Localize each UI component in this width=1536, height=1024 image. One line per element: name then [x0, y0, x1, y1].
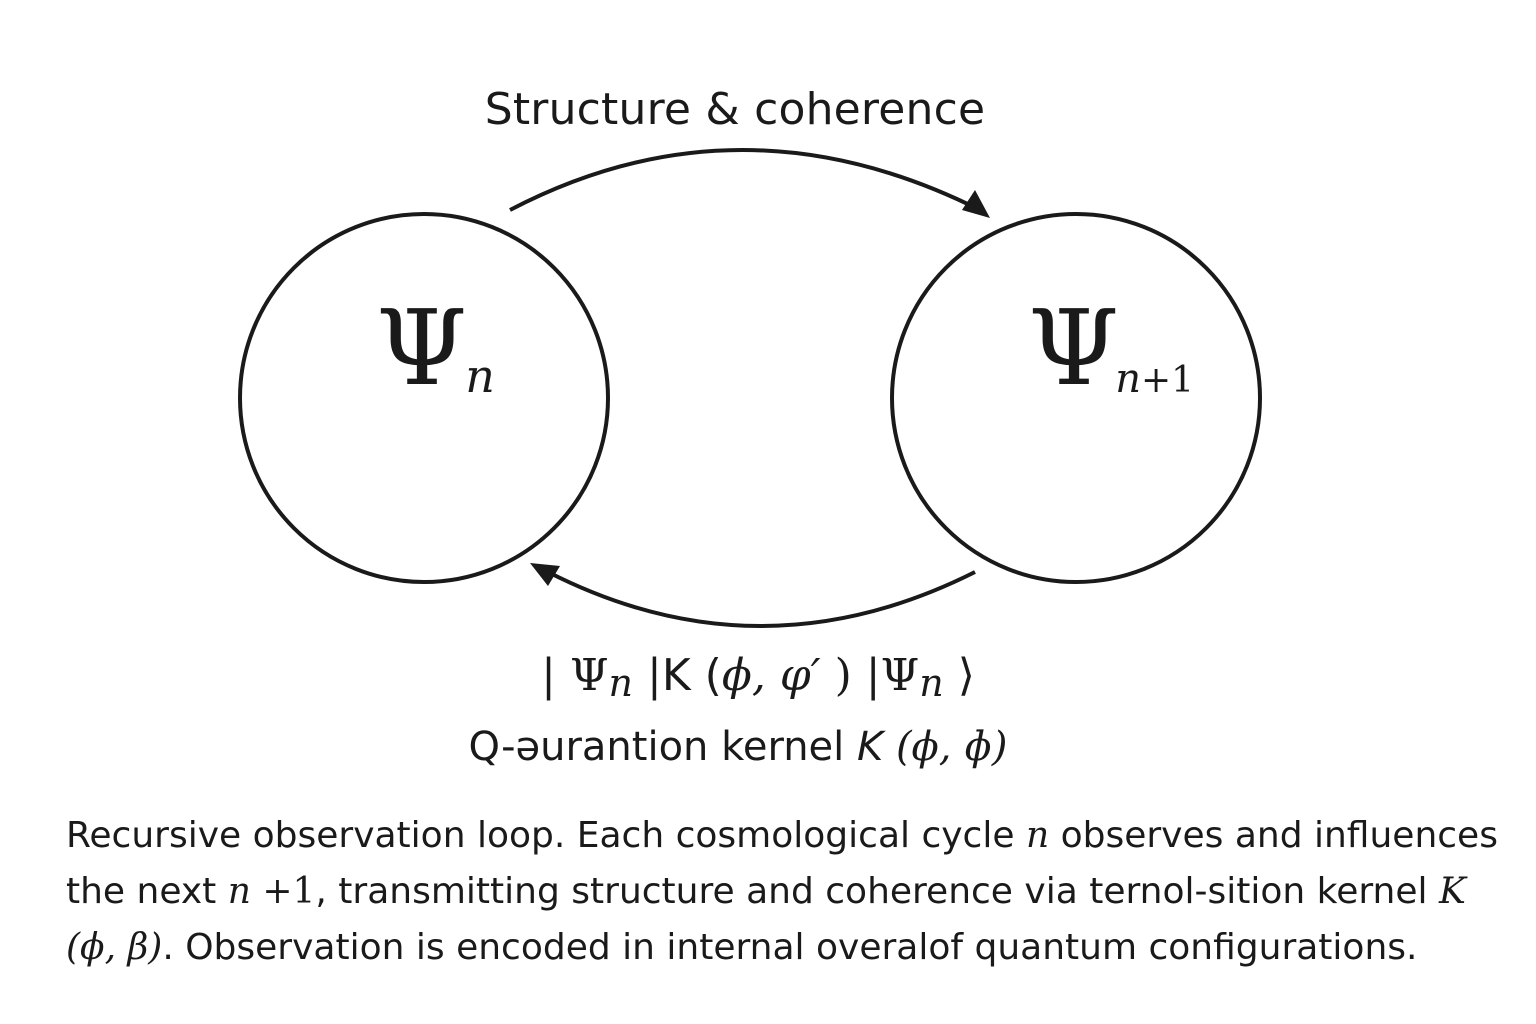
formula-n-1: n — [608, 661, 634, 705]
formula-k-close: ) — [834, 650, 852, 701]
caption-var-n-1: n — [1025, 815, 1050, 856]
bottom-formula: | Ψn |K (ϕ, φ′ ) |Ψn ⟩ — [0, 650, 1516, 705]
bottom-arrowhead — [530, 563, 560, 586]
formula-bar-1: | — [541, 650, 556, 701]
formula-psi-1: Ψ — [569, 650, 609, 701]
subscript-right-rest: +1 — [1140, 360, 1195, 401]
top-arrowhead — [962, 190, 990, 218]
kernel-caption: Q-əurantion kernel K (ϕ, ɸ) — [0, 724, 1476, 770]
top-arrow-label: Structure & coherence — [484, 84, 986, 135]
formula-n-2: n — [919, 661, 944, 705]
formula-k-open: K ( — [661, 650, 722, 701]
node-label-left: Ψn — [376, 296, 497, 403]
kernel-caption-text: Q-əurantion kernel — [468, 724, 857, 770]
caption-part-5: . Observation is encoded in internal ove… — [162, 927, 1418, 968]
node-circle-left — [238, 212, 610, 584]
node-circle-right — [890, 212, 1262, 584]
formula-ket-end: ⟩ — [957, 650, 975, 701]
figure-caption: Recursive observation loop. Each cosmolo… — [66, 808, 1506, 976]
caption-part-2: observes and influences the next — [66, 815, 1498, 912]
formula-bar-2: | — [647, 650, 662, 701]
subscript-right-var: n — [1115, 356, 1141, 402]
formula-psi-2: Ψ — [880, 650, 920, 701]
top-arrow — [509, 148, 981, 212]
caption-part-4: , transmitting structure and coherence v… — [315, 871, 1439, 912]
node-label-right: Ψn+1 — [1028, 296, 1198, 402]
subscript-left: n — [465, 349, 495, 403]
caption-var-n-2: n — [227, 871, 251, 912]
formula-args: ϕ, φ′ — [721, 650, 821, 701]
caption-part-1: Recursive observation loop. Each cosmolo… — [66, 815, 1026, 856]
kernel-caption-k: K — [856, 724, 884, 770]
psi-symbol-left: Ψ — [376, 287, 468, 409]
bottom-arrow — [547, 570, 976, 628]
caption-kernel-args: (ϕ, β) — [66, 927, 163, 968]
caption-part-3: +1 — [250, 871, 316, 912]
kernel-caption-args: (ϕ, ɸ) — [895, 724, 1008, 770]
formula-bar-3: | — [865, 650, 881, 701]
psi-symbol-right: Ψ — [1028, 287, 1120, 409]
caption-var-k: K — [1438, 871, 1466, 912]
